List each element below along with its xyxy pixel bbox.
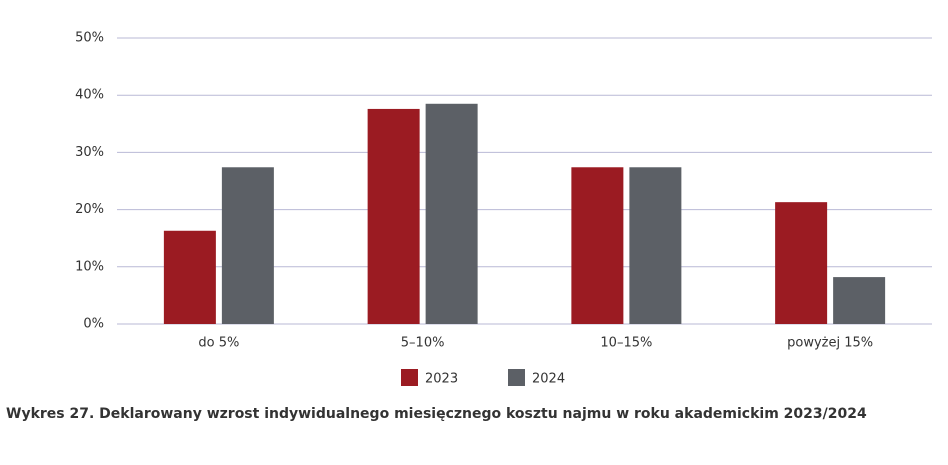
bar <box>163 230 216 324</box>
bar <box>833 277 886 324</box>
legend-swatch <box>401 369 418 386</box>
bar <box>425 103 478 324</box>
bar <box>571 167 624 324</box>
bar <box>629 167 682 324</box>
y-tick-label: 40% <box>75 88 104 103</box>
y-tick-label: 10% <box>75 259 104 274</box>
legend-label: 2023 <box>425 372 458 387</box>
x-tick-label: powyżej 15% <box>787 336 873 351</box>
y-tick-label: 20% <box>75 202 104 217</box>
y-tick-label: 0% <box>83 317 104 332</box>
x-tick-label: do 5% <box>198 336 239 351</box>
bar <box>221 167 274 324</box>
y-tick-label: 30% <box>75 145 104 160</box>
legend-label: 2024 <box>532 372 565 387</box>
legend-swatch <box>508 369 525 386</box>
x-tick-label: 10–15% <box>600 336 652 351</box>
x-tick-label: 5–10% <box>401 336 445 351</box>
bar <box>775 202 828 324</box>
bar <box>367 108 420 324</box>
chart-title: Wykres 27. Deklarowany wzrost indywidual… <box>6 406 867 422</box>
y-tick-label: 50% <box>75 31 104 46</box>
